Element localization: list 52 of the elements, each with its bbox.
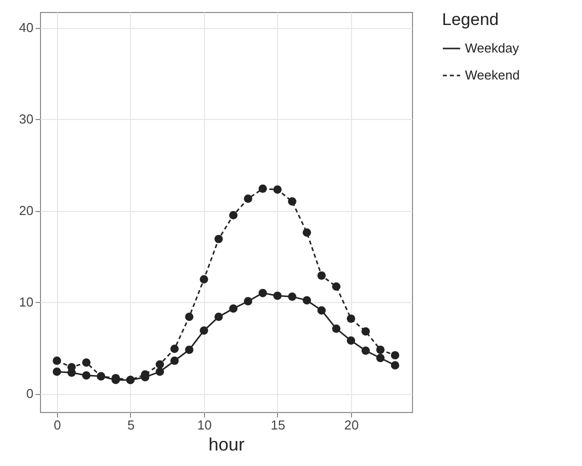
y-tick-label: 0: [26, 386, 34, 402]
x-tick-label: 5: [127, 418, 135, 432]
point: [258, 288, 267, 298]
legend-title: Legend: [442, 10, 499, 29]
point: [362, 346, 370, 355]
point: [82, 358, 90, 367]
point: [244, 297, 252, 306]
y-tick-label: 20: [19, 203, 34, 218]
point: [302, 296, 312, 305]
point: [346, 314, 356, 323]
point: [376, 354, 385, 362]
x-tick-label: 10: [197, 418, 212, 432]
point: [390, 351, 400, 360]
point: [346, 336, 356, 345]
point: [317, 306, 326, 315]
point: [82, 371, 90, 380]
point: [390, 361, 400, 370]
point: [156, 368, 164, 376]
y-tick-label: 30: [19, 112, 34, 127]
point: [288, 197, 296, 206]
y-tick-label: 10: [19, 294, 34, 310]
legend-label: Weekend: [465, 68, 520, 82]
point: [258, 184, 267, 193]
x-tick-label: 15: [270, 418, 286, 432]
point: [332, 282, 340, 291]
point: [229, 304, 238, 313]
point: [200, 326, 208, 335]
x-tick-label: 20: [344, 418, 359, 432]
point: [302, 228, 312, 237]
point: [200, 275, 208, 284]
point: [214, 234, 223, 244]
point: [170, 356, 179, 365]
legend-label: Weekday: [465, 40, 520, 56]
point: [317, 271, 326, 280]
point: [229, 211, 238, 220]
point: [185, 346, 194, 354]
point: [156, 360, 164, 369]
point: [273, 292, 282, 300]
point: [52, 368, 62, 376]
point: [244, 194, 252, 203]
point: [273, 185, 282, 194]
y-tick-label: 40: [19, 20, 34, 36]
x-tick-label: 0: [54, 418, 62, 432]
point: [362, 327, 370, 336]
point: [332, 324, 340, 333]
point: [52, 356, 62, 365]
point: [288, 292, 296, 301]
point: [170, 344, 179, 354]
point: [376, 346, 385, 354]
point: [185, 312, 194, 321]
point: [214, 312, 223, 321]
x-axis-title: hour: [208, 434, 245, 454]
